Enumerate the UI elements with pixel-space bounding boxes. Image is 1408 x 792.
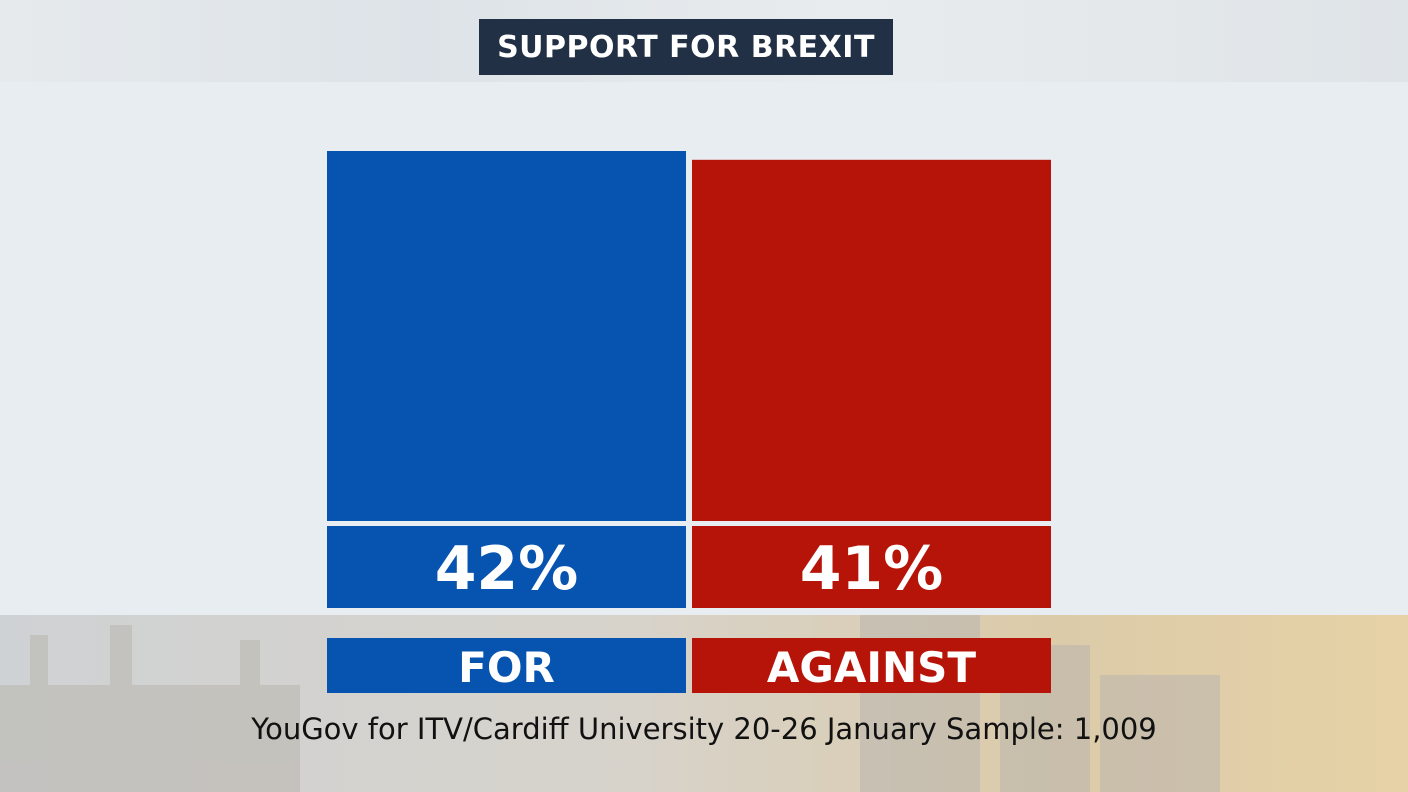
parliament-silhouette-icon	[0, 615, 1220, 792]
category-label-against: AGAINST	[767, 643, 977, 692]
value-label-against: 41%	[800, 534, 944, 604]
title-banner: SUPPORT FOR BREXIT	[479, 19, 893, 75]
chart-title: SUPPORT FOR BREXIT	[497, 29, 875, 65]
bar-against	[692, 159, 1051, 522]
source-note: YouGov for ITV/Cardiff University 20-26 …	[251, 712, 1157, 746]
value-label-box-against	[692, 526, 1051, 608]
category-label-box-for	[327, 638, 686, 693]
category-label-box-against	[692, 638, 1051, 693]
category-label-for: FOR	[458, 643, 555, 692]
bar-for	[327, 151, 686, 521]
value-label-for: 42%	[435, 534, 579, 604]
value-label-box-for	[327, 526, 686, 608]
